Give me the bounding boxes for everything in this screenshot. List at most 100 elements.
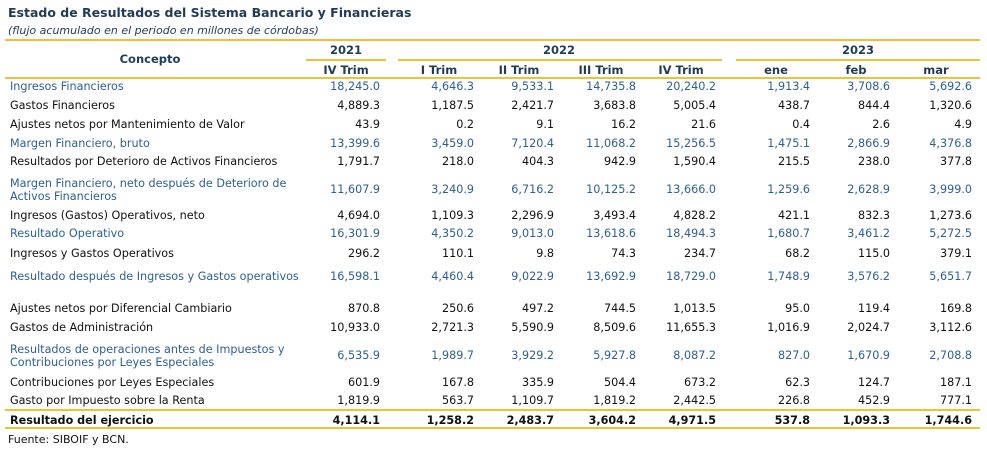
header-period-4: IV Trim <box>658 63 704 77</box>
table-cell: 3,999.0 <box>929 183 972 196</box>
table-cell: 187.1 <box>939 376 972 389</box>
table-cell: 18,245.0 <box>330 80 380 93</box>
table-cell: 4,376.8 <box>929 137 972 150</box>
table-cell: 234.7 <box>683 247 716 260</box>
table-cell: 218.0 <box>441 155 474 168</box>
table-cell: 942.9 <box>603 155 636 168</box>
row-label: Gastos de Administración <box>10 321 154 334</box>
table-cell: 7,120.4 <box>511 137 554 150</box>
table-cell: 21.6 <box>691 118 716 131</box>
table-cell: 6,716.2 <box>511 183 554 196</box>
table-title: Estado de Resultados del Sistema Bancari… <box>8 5 412 20</box>
table-cell: 4,889.3 <box>337 99 380 112</box>
table-cell: 1,093.3 <box>842 414 890 427</box>
table-cell: 421.1 <box>777 209 810 222</box>
table-cell: 3,683.8 <box>593 99 636 112</box>
table-cell: 11,655.3 <box>666 321 716 334</box>
table-cell: 4,460.4 <box>431 270 474 283</box>
table-cell: 5,590.9 <box>511 321 554 334</box>
table-cell: 95.0 <box>785 302 810 315</box>
table-cell: 1,273.6 <box>929 209 972 222</box>
table-cell: 1,680.7 <box>767 227 810 240</box>
table-cell: 832.3 <box>857 209 890 222</box>
header-year-2022: 2022 <box>542 43 575 57</box>
table-cell: 827.0 <box>777 349 810 362</box>
table-cell: 1,187.5 <box>431 99 474 112</box>
table-cell: 4,646.3 <box>431 80 474 93</box>
table-cell: 250.6 <box>441 302 474 315</box>
table-cell: 8,087.2 <box>673 349 716 362</box>
table-cell: 404.3 <box>521 155 554 168</box>
rule-top <box>5 39 980 41</box>
table-cell: 335.9 <box>521 376 554 389</box>
table-cell: 9,013.0 <box>511 227 554 240</box>
table-cell: 10,933.0 <box>330 321 380 334</box>
table-cell: 2,442.5 <box>673 394 716 407</box>
table-cell: 215.5 <box>777 155 810 168</box>
rule-year-2023 <box>736 59 980 61</box>
table-cell: 5,651.7 <box>929 270 972 283</box>
header-period-0: IV Trim <box>323 63 369 77</box>
table-cell: 3,493.4 <box>593 209 636 222</box>
table-cell: 13,692.9 <box>586 270 636 283</box>
table-cell: 3,576.2 <box>847 270 890 283</box>
table-cell: 1,016.9 <box>767 321 810 334</box>
row-label: Margen Financiero, bruto <box>10 137 150 150</box>
table-cell: 452.9 <box>857 394 890 407</box>
rule-total-top <box>5 409 980 411</box>
table-cell: 2,628.9 <box>847 183 890 196</box>
row-label: Ingresos y Gastos Operativos <box>10 247 174 260</box>
row-label: Resultados por Deterioro de Activos Fina… <box>10 155 278 168</box>
table-cell: 4,114.1 <box>332 414 380 427</box>
table-cell: 1,590.4 <box>673 155 716 168</box>
table-cell: 1,670.9 <box>847 349 890 362</box>
table-cell: 169.8 <box>939 302 972 315</box>
table-cell: 2,721.3 <box>431 321 474 334</box>
table-cell: 5,692.6 <box>929 80 972 93</box>
table-cell: 1,475.1 <box>767 137 810 150</box>
rule-year-2021 <box>306 59 386 61</box>
table-cell: 16,301.9 <box>330 227 380 240</box>
table-cell: 1,109.3 <box>431 209 474 222</box>
table-cell: 563.7 <box>441 394 474 407</box>
table-cell: 16.2 <box>611 118 636 131</box>
table-cell: 15,256.5 <box>666 137 716 150</box>
row-label: Ajustes netos por Diferencial Cambiario <box>10 302 232 315</box>
table-cell: 379.1 <box>939 247 972 260</box>
table-cell: 3,240.9 <box>431 183 474 196</box>
table-cell: 1,744.6 <box>924 414 972 427</box>
header-period-1: I Trim <box>420 63 458 77</box>
table-cell: 4,694.0 <box>337 209 380 222</box>
row-label: Contribuciones por Leyes Especiales <box>10 376 215 389</box>
table-cell: 1,258.2 <box>426 414 474 427</box>
row-label: Resultados de operaciones antes de Impue… <box>10 343 285 369</box>
table-cell: 5,927.8 <box>593 349 636 362</box>
table-cell: 6,535.9 <box>337 349 380 362</box>
table-cell: 18,729.0 <box>666 270 716 283</box>
table-cell: 10,125.2 <box>586 183 636 196</box>
table-cell: 2,866.9 <box>847 137 890 150</box>
row-label: Ajustes netos por Mantenimiento de Valor <box>10 118 245 131</box>
table-cell: 11,068.2 <box>586 137 636 150</box>
header-concepto: Concepto <box>119 52 181 66</box>
row-label: Resultado después de Ingresos y Gastos o… <box>10 270 299 283</box>
table-cell: 74.3 <box>611 247 636 260</box>
row-label: Margen Financiero, neto después de Deter… <box>10 177 287 203</box>
header-period-7: mar <box>923 63 949 77</box>
table-cell: 167.8 <box>441 376 474 389</box>
rule-year-2022 <box>398 59 722 61</box>
table-cell: 3,459.0 <box>431 137 474 150</box>
table-cell: 14,735.8 <box>586 80 636 93</box>
table-cell: 238.0 <box>857 155 890 168</box>
table-cell: 4,828.2 <box>673 209 716 222</box>
table-cell: 13,399.6 <box>330 137 380 150</box>
table-cell: 3,112.6 <box>929 321 972 334</box>
table-cell: 777.1 <box>939 394 972 407</box>
table-cell: 1,748.9 <box>767 270 810 283</box>
table-cell: 377.8 <box>939 155 972 168</box>
table-cell: 4,971.5 <box>668 414 716 427</box>
row-label: Ingresos (Gastos) Operativos, neto <box>10 209 205 222</box>
row-label: Resultado Operativo <box>10 227 125 240</box>
table-cell: 1,013.5 <box>673 302 716 315</box>
table-cell: 673.2 <box>683 376 716 389</box>
